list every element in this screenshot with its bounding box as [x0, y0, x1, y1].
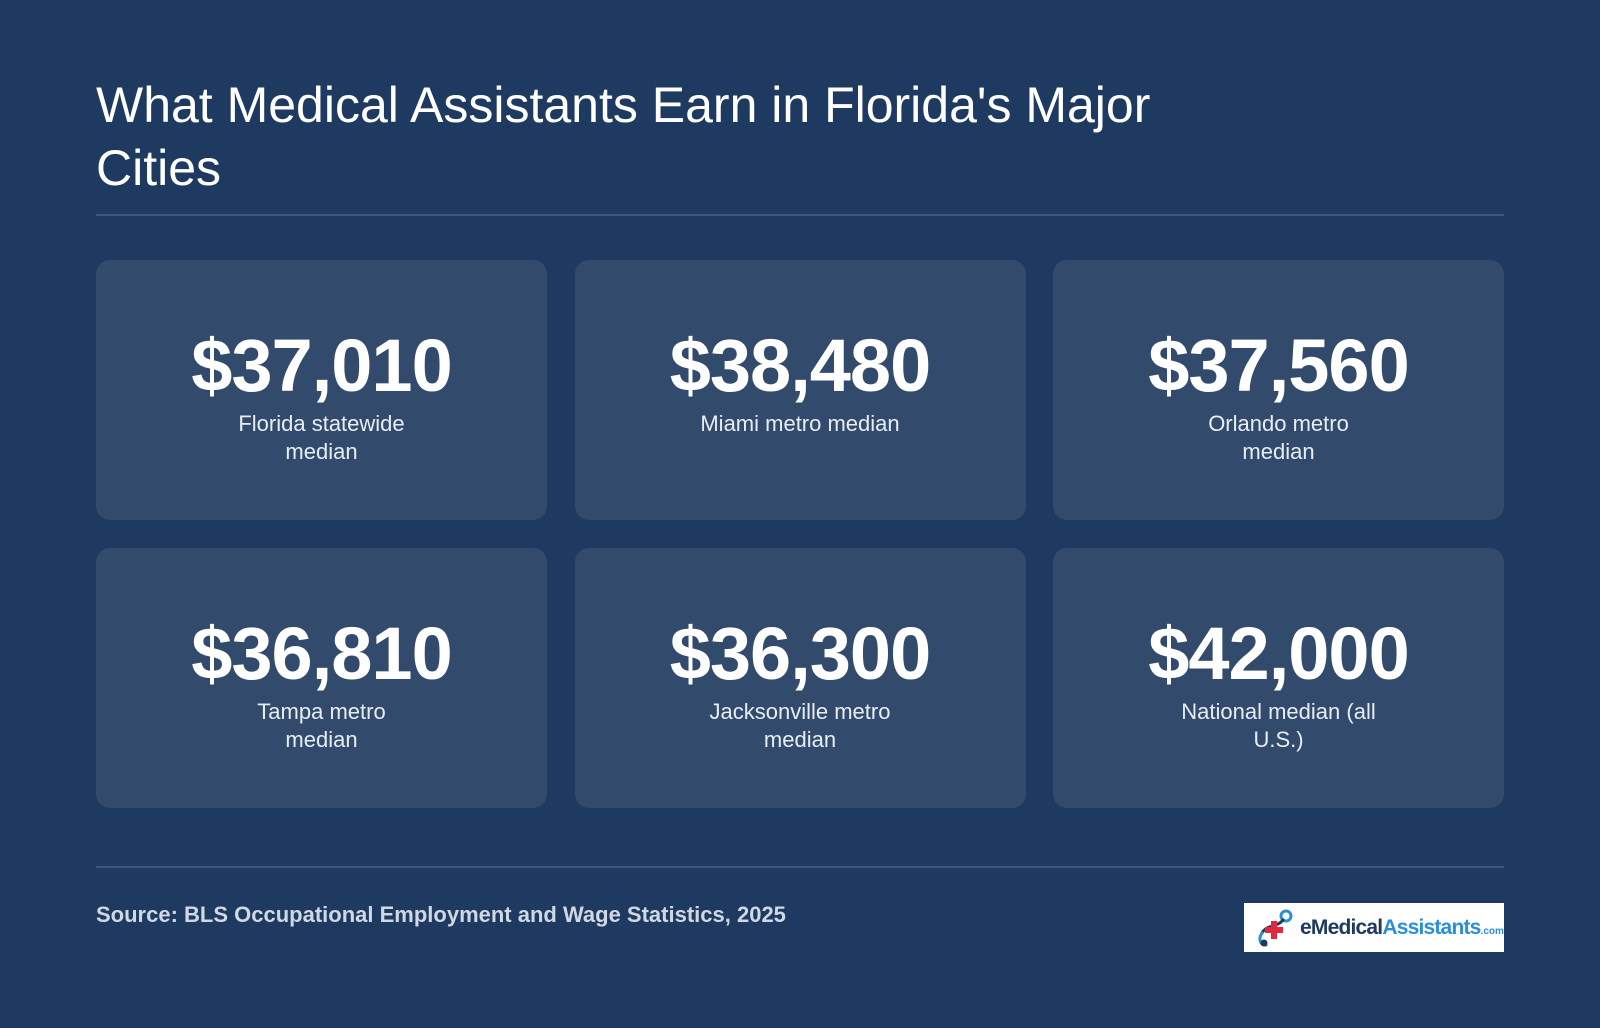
bottom-divider	[96, 866, 1504, 868]
logo-wordmark: eMedicalAssistants.com	[1300, 915, 1504, 939]
salary-value: $37,010	[191, 324, 453, 407]
brand-logo[interactable]: eMedicalAssistants.com	[1244, 903, 1504, 952]
salary-card-florida: $37,010 Florida statewide median	[96, 260, 547, 520]
infographic: What Medical Assistants Earn in Florida'…	[96, 0, 1504, 1028]
medical-cross-logo-icon	[1258, 909, 1293, 946]
source-citation: Source: BLS Occupational Employment and …	[96, 902, 786, 927]
salary-value: $42,000	[1148, 612, 1410, 695]
page-title: What Medical Assistants Earn in Florida'…	[96, 77, 1151, 196]
salary-value: $36,810	[191, 612, 453, 695]
salary-card-jacksonville: $36,300 Jacksonville metro median	[574, 548, 1026, 808]
salary-label: Florida statewide median	[238, 411, 405, 464]
salary-label: Jacksonville metro median	[709, 699, 891, 752]
salary-card-tampa: $36,810 Tampa metro median	[96, 548, 547, 808]
salary-label: Orlando metro median	[1208, 411, 1349, 464]
salary-label: National median (all U.S.)	[1181, 699, 1376, 752]
salary-value: $38,480	[669, 324, 932, 407]
salary-label: Tampa metro median	[257, 699, 386, 752]
salary-label: Miami metro median	[700, 411, 900, 436]
salary-card-orlando: $37,560 Orlando metro median	[1053, 260, 1504, 520]
salary-value: $37,560	[1148, 324, 1410, 407]
top-divider	[96, 214, 1504, 216]
salary-card-national: $42,000 National median (all U.S.)	[1053, 548, 1504, 808]
salary-card-grid: $37,010 Florida statewide median $38,480…	[96, 260, 1504, 808]
salary-card-miami: $38,480 Miami metro median	[574, 260, 1026, 520]
salary-value: $36,300	[669, 612, 932, 695]
